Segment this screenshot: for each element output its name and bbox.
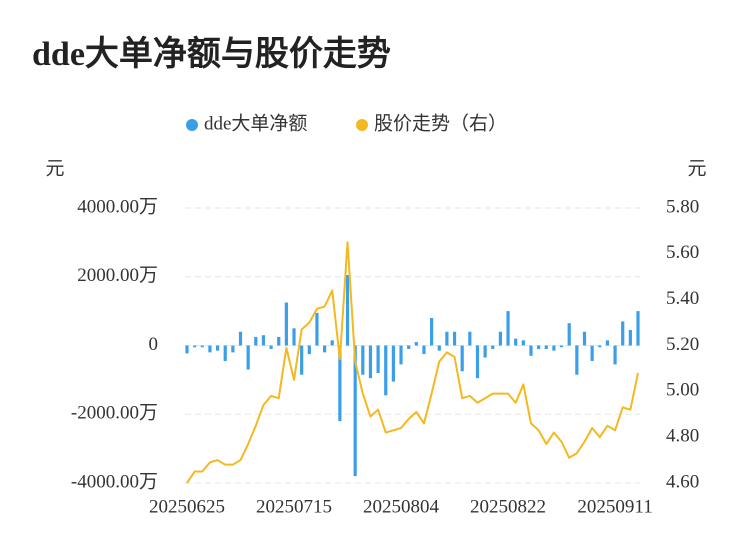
bar bbox=[529, 345, 533, 356]
bar bbox=[269, 345, 273, 349]
bar bbox=[254, 336, 258, 346]
bar bbox=[353, 345, 357, 477]
bar bbox=[277, 336, 281, 346]
bar bbox=[598, 345, 602, 348]
bar bbox=[506, 311, 510, 346]
x-tick-label: 20250715 bbox=[256, 496, 332, 517]
chart-title: dde大单净额与股价走势 bbox=[32, 35, 391, 73]
bar bbox=[391, 345, 395, 382]
y2-tick-label: 5.40 bbox=[666, 288, 699, 309]
bar bbox=[544, 345, 548, 349]
bar bbox=[559, 345, 564, 348]
bar bbox=[292, 328, 296, 346]
bar bbox=[605, 340, 610, 346]
bar bbox=[193, 345, 197, 348]
bar bbox=[552, 345, 556, 351]
bar bbox=[223, 345, 227, 361]
y-tick-label: 4000.00万 bbox=[77, 196, 158, 217]
y-tick-label: 0 bbox=[149, 334, 159, 355]
bar bbox=[460, 345, 464, 372]
x-tick-label: 20250822 bbox=[470, 496, 546, 517]
y2-tick-label: 5.20 bbox=[666, 334, 699, 355]
bar bbox=[445, 331, 449, 346]
price-line bbox=[186, 241, 639, 484]
y-tick-label: -4000.00万 bbox=[71, 471, 158, 492]
y2-tick-label: 5.60 bbox=[666, 242, 699, 263]
bar bbox=[330, 340, 334, 346]
y-unit: 元 bbox=[45, 158, 64, 179]
bar bbox=[422, 345, 426, 355]
y2-tick-label: 4.80 bbox=[666, 426, 699, 447]
bar bbox=[582, 331, 587, 346]
bar bbox=[215, 345, 220, 351]
bar bbox=[238, 331, 243, 346]
bar bbox=[307, 345, 311, 355]
bar bbox=[368, 345, 373, 379]
bar bbox=[628, 330, 632, 346]
bar bbox=[361, 345, 365, 375]
bar bbox=[514, 338, 518, 346]
bar bbox=[345, 275, 350, 346]
bar bbox=[613, 345, 617, 365]
bar bbox=[521, 340, 525, 346]
legend-marker bbox=[186, 119, 198, 131]
bar bbox=[567, 323, 571, 346]
bar bbox=[376, 345, 380, 373]
bar bbox=[300, 345, 304, 375]
bar bbox=[185, 345, 189, 354]
bar bbox=[322, 345, 327, 353]
y2-tick-label: 5.80 bbox=[666, 196, 699, 217]
bar bbox=[575, 345, 579, 375]
y-tick-label: -2000.00万 bbox=[71, 403, 158, 424]
bar bbox=[468, 331, 472, 346]
legend-label: dde大单净额 bbox=[204, 112, 307, 134]
bar bbox=[208, 345, 212, 353]
legend-label: 股价走势（右） bbox=[374, 112, 507, 134]
bar bbox=[200, 345, 204, 348]
bar bbox=[414, 342, 418, 346]
bar bbox=[475, 345, 480, 379]
bar bbox=[261, 335, 266, 346]
x-tick-label: 20250804 bbox=[363, 496, 440, 517]
bar bbox=[315, 312, 319, 346]
bar bbox=[430, 318, 434, 346]
bar bbox=[407, 345, 411, 349]
x-tick-label: 20250625 bbox=[149, 496, 225, 517]
bar bbox=[338, 345, 342, 422]
bar bbox=[246, 345, 250, 370]
y2-tick-label: 5.00 bbox=[666, 380, 699, 401]
x-tick-label: 20250911 bbox=[577, 496, 652, 517]
bar bbox=[590, 345, 594, 361]
bar bbox=[491, 345, 495, 349]
bar bbox=[621, 321, 625, 346]
bar bbox=[537, 345, 541, 349]
bar bbox=[437, 345, 441, 351]
bar bbox=[384, 345, 388, 396]
y-tick-label: 2000.00万 bbox=[77, 265, 158, 286]
legend-marker bbox=[356, 119, 368, 131]
bar bbox=[399, 345, 403, 365]
y2-tick-label: 4.60 bbox=[666, 471, 699, 492]
bar bbox=[636, 311, 640, 346]
bar bbox=[284, 302, 288, 346]
y2-unit: 元 bbox=[687, 158, 706, 179]
bar bbox=[231, 345, 235, 353]
bar bbox=[498, 331, 503, 346]
bar bbox=[483, 345, 487, 358]
bar bbox=[452, 331, 457, 346]
